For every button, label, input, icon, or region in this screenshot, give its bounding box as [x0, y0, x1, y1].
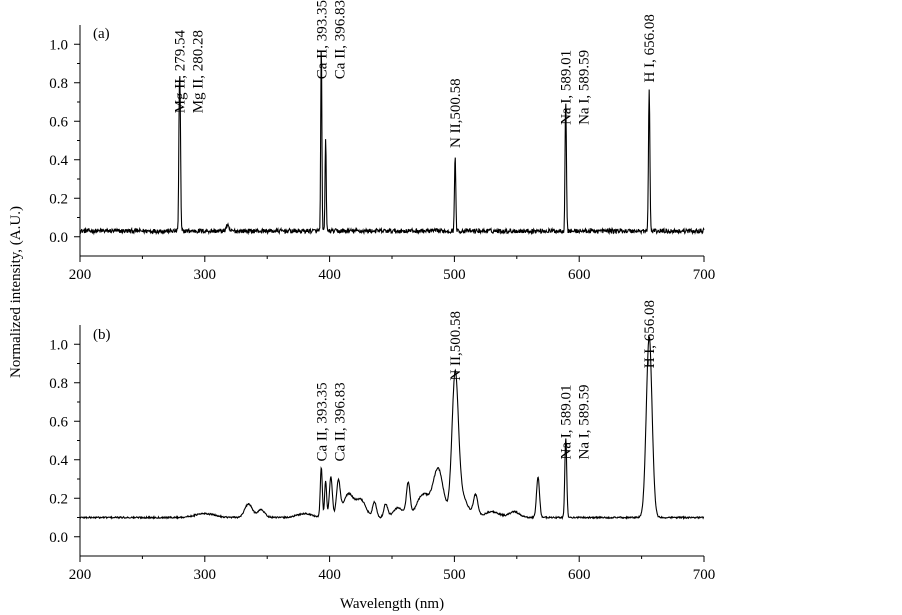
- x-tick-label: 300: [194, 267, 217, 283]
- y-tick-label: 0.2: [49, 491, 68, 507]
- y-axis-title: Normalized intensity, (A.U.): [8, 206, 24, 378]
- x-axis-title: Wavelength (nm): [340, 596, 444, 612]
- x-tick-label: 300: [194, 567, 217, 583]
- spectrum-line: [79, 335, 705, 521]
- x-tick-label: 400: [318, 567, 341, 583]
- y-tick-label: 1.0: [49, 37, 68, 53]
- peak-label: Ca II, 396.83: [332, 0, 348, 79]
- peak-label: Ca II, 393.35: [314, 382, 330, 461]
- x-tick-label: 600: [568, 267, 591, 283]
- y-tick-label: 0.8: [49, 376, 68, 392]
- x-tick-label: 700: [693, 267, 716, 283]
- peak-label: Na I, 589.01: [559, 385, 575, 460]
- peak-label: Na I, 589.59: [577, 50, 593, 125]
- spectrum-line: [79, 51, 705, 236]
- x-tick-label: 600: [568, 567, 591, 583]
- x-tick-label: 700: [693, 567, 716, 583]
- x-tick-label: 200: [69, 567, 92, 583]
- peak-label: Mg II, 279.54: [172, 29, 188, 113]
- peak-label: Na I, 589.59: [577, 385, 593, 460]
- y-tick-label: 0.8: [49, 76, 68, 92]
- y-tick-label: 0.0: [49, 230, 68, 246]
- y-tick-label: 0.6: [49, 114, 68, 130]
- y-tick-label: 0.2: [49, 191, 68, 207]
- panel-tag: (b): [93, 327, 111, 343]
- panel-b-chart: 200 300 400 500 600 700 0.0 0.2 0.4 0.6 0.8 1.0 Ca I…: [49, 300, 715, 583]
- x-tick-label: 200: [69, 267, 92, 283]
- peak-label: H I, 656.08: [642, 14, 658, 82]
- peak-label: N II,500.58: [448, 78, 464, 148]
- peak-label: Mg II, 280.28: [190, 30, 206, 113]
- x-tick-label: 500: [443, 267, 466, 283]
- y-tick-label: 0.4: [49, 153, 68, 169]
- x-tick-label: 500: [443, 567, 466, 583]
- y-tick-label: 0.0: [49, 530, 68, 546]
- y-tick-label: 0.4: [49, 453, 68, 469]
- x-tick-label: 400: [318, 267, 341, 283]
- peak-label: H I, 656.08: [642, 300, 658, 368]
- peak-label: Ca II, 393.35: [314, 0, 330, 79]
- y-tick-label: 1.0: [49, 337, 68, 353]
- y-tick-label: 0.6: [49, 414, 68, 430]
- peak-label: N II,500.58: [448, 311, 464, 381]
- peak-label: Ca II, 396.83: [332, 382, 348, 461]
- panel-a-chart: 200 300 400 500 600 700 0.0 0.2 0.4 0.6 0.8 1.0 Mg I…: [49, 0, 715, 283]
- panel-tag: (a): [93, 26, 110, 42]
- peak-label: Na I, 589.01: [559, 50, 575, 125]
